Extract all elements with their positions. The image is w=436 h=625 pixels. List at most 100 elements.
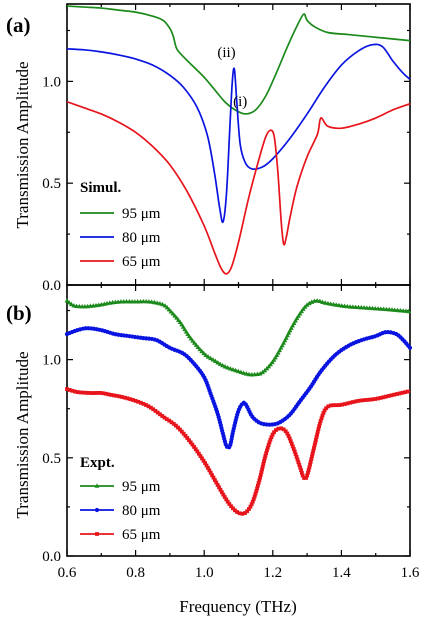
panel-b-marker	[326, 404, 331, 409]
panel-b-xtick-label: 1.2	[263, 565, 282, 581]
panel-b-marker	[229, 504, 233, 509]
panel-b-marker	[235, 368, 241, 374]
panel-b-marker	[181, 431, 186, 436]
panel-b-series	[64, 298, 413, 516]
panel-a-series	[66, 5, 411, 275]
panel-b-marker	[395, 392, 399, 396]
panel-b-marker	[281, 427, 286, 432]
panel-b-marker	[199, 348, 205, 354]
panel-b-marker	[317, 298, 323, 303]
panel-b-marker	[240, 511, 245, 516]
panel-b-marker	[255, 483, 260, 488]
panel-b-marker	[141, 401, 146, 406]
panel-b-marker	[274, 352, 280, 358]
panel-b-marker	[290, 444, 295, 449]
panel-b-marker	[237, 511, 242, 516]
panel-b-marker	[164, 304, 170, 310]
panel-b-marker	[309, 457, 314, 461]
panel-b-marker	[316, 427, 321, 431]
panel-b-marker	[287, 327, 293, 333]
panel-b-marker	[178, 427, 182, 432]
panel-b-marker	[214, 480, 219, 485]
panel-b-marker	[283, 335, 289, 340]
panel-b-marker	[273, 355, 278, 360]
panel-a-ytick-label: 0.0	[42, 278, 61, 294]
panel-a-series-80um	[66, 43, 411, 224]
panel-b-marker	[345, 401, 350, 406]
panel-b-marker	[247, 507, 251, 511]
panel-b-marker	[262, 459, 266, 464]
panel-b-marker	[193, 447, 198, 452]
panel-b-marker	[215, 360, 221, 365]
panel-b-marker	[279, 426, 283, 431]
panel-b-marker	[255, 486, 260, 491]
panel-b-marker	[78, 390, 83, 395]
panel-b-marker	[111, 393, 116, 398]
panel-b-markers-95um	[64, 298, 412, 377]
panel-b-marker	[144, 403, 148, 407]
panel-b-marker	[68, 301, 74, 307]
panel-b-legend-label: 80 μm	[122, 503, 161, 519]
panel-b-marker	[310, 451, 315, 456]
panel-b-marker	[195, 449, 200, 454]
panel-b-marker	[351, 400, 355, 404]
panel-b-marker	[278, 345, 284, 350]
panel-b-marker	[293, 452, 298, 457]
panel-b-marker	[311, 448, 316, 453]
panel-b-marker	[289, 441, 294, 446]
panel-b-marker	[251, 497, 256, 501]
panel-b-legend-marker	[94, 507, 100, 513]
panel-b-marker	[299, 470, 304, 475]
panel-b-marker	[324, 406, 329, 411]
panel-b-marker	[224, 497, 229, 502]
panel-b-marker	[201, 350, 207, 356]
panel-b-marker	[269, 359, 275, 365]
panel-b-marker	[227, 502, 232, 506]
panel-b-marker	[162, 415, 167, 420]
panel-b-marker	[286, 330, 292, 335]
panel-b-marker	[275, 350, 281, 355]
panel-b-marker	[153, 408, 158, 413]
panel-b-marker	[212, 358, 218, 363]
panel-b-marker	[70, 388, 75, 393]
panel-a-ticks: 0.0 0.5 1.0	[42, 4, 411, 294]
panel-b-marker	[221, 492, 226, 497]
panel-b-marker	[315, 429, 320, 434]
panel-b-marker	[210, 357, 216, 362]
panel-b-marker	[277, 347, 282, 353]
panel-b-marker	[253, 491, 258, 496]
panel-b-marker	[362, 398, 366, 403]
panel-a-legend-label: 95 μm	[122, 206, 161, 222]
panel-b-legend-marker	[95, 532, 99, 536]
panel-a-ylabel: Transmission Amplitude	[13, 61, 32, 228]
panel-b-marker	[313, 440, 318, 445]
panel-b-marker	[146, 404, 151, 409]
panel-b-marker	[315, 432, 320, 437]
panel-b-marker	[317, 424, 322, 429]
panel-b-marker	[304, 302, 310, 307]
panel-b-marker	[373, 397, 378, 401]
panel-b-marker	[325, 300, 331, 306]
panel-b-marker	[225, 365, 231, 370]
panel-b-marker	[222, 364, 228, 369]
panel-b-marker	[208, 470, 213, 475]
panel-b-marker	[308, 459, 313, 464]
panel-b-ylabel: Transmission Amplitude	[13, 351, 32, 518]
panel-b-markers-65um	[65, 387, 410, 516]
panel-b-marker	[281, 340, 287, 345]
panel-b-marker	[259, 470, 264, 474]
panel-b-marker	[403, 390, 408, 395]
panel-b-marker	[286, 434, 291, 438]
panel-b-xtick-label: 1.0	[195, 565, 214, 581]
panel-b-marker	[243, 511, 247, 515]
panel-b-marker	[313, 438, 318, 442]
panel-b-marker	[392, 392, 397, 397]
panel-b-marker	[187, 438, 191, 443]
panel-b-marker	[320, 299, 325, 304]
panel-b-marker	[167, 418, 172, 423]
panel-b-marker	[308, 462, 312, 467]
panel-b-marker	[225, 499, 230, 504]
panel-b-marker	[263, 453, 268, 458]
panel-a-legend-title: Simul.	[80, 180, 122, 196]
panel-b-marker	[333, 302, 339, 307]
